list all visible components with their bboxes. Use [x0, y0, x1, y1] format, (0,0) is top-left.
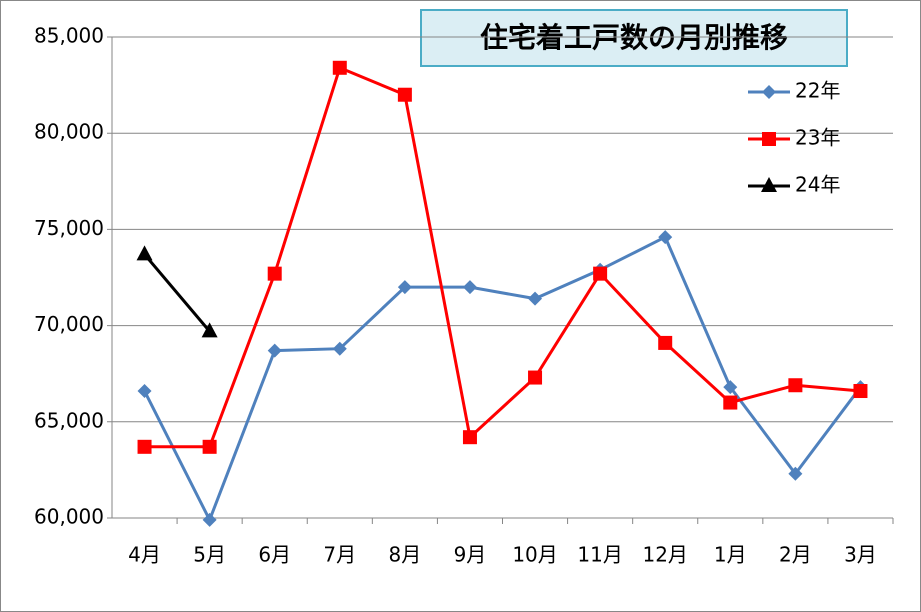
y-tick-label: 70,000 [34, 312, 104, 336]
marker [528, 291, 543, 306]
x-tick-label: 9月 [454, 543, 487, 567]
marker [853, 384, 868, 399]
x-tick-label: 12月 [642, 543, 687, 567]
legend-label: 23年 [795, 126, 840, 150]
x-tick-label: 11月 [577, 543, 622, 567]
marker [267, 343, 282, 358]
marker [723, 395, 738, 410]
x-tick-label: 10月 [512, 543, 557, 567]
x-tick-label: 1月 [714, 543, 747, 567]
marker [201, 322, 218, 338]
marker [762, 132, 776, 146]
marker [528, 370, 543, 385]
x-tick-label: 6月 [258, 543, 291, 567]
marker [761, 177, 777, 192]
marker [332, 60, 347, 75]
marker [462, 280, 477, 295]
y-tick-label: 65,000 [34, 408, 104, 432]
marker [202, 512, 217, 527]
marker [762, 85, 776, 99]
marker [202, 439, 217, 454]
legend-label: 24年 [795, 173, 840, 197]
x-tick-label: 3月 [844, 543, 877, 567]
series-line [143, 235, 862, 524]
marker [267, 266, 282, 281]
x-tick-label: 4月 [128, 543, 161, 567]
marker [658, 335, 673, 350]
x-tick-label: 5月 [193, 543, 226, 567]
y-tick-label: 85,000 [34, 24, 104, 48]
marker [788, 466, 803, 481]
marker [658, 230, 673, 245]
title-box [420, 9, 848, 67]
x-tick-label: 8月 [389, 543, 422, 567]
marker [723, 380, 738, 395]
y-tick-label: 75,000 [34, 216, 104, 240]
series-line [143, 253, 211, 333]
marker [462, 430, 477, 445]
x-tick-label: 7月 [323, 543, 356, 567]
marker [136, 245, 153, 261]
legend-label: 22年 [795, 79, 840, 103]
y-tick-label: 80,000 [34, 120, 104, 144]
series-line [144, 65, 861, 449]
marker [397, 280, 412, 295]
marker [593, 266, 608, 281]
marker [137, 384, 152, 399]
y-tick-label: 60,000 [34, 505, 104, 529]
x-tick-label: 2月 [779, 543, 812, 567]
marker [332, 341, 347, 356]
marker [788, 378, 803, 393]
marker [137, 439, 152, 454]
marker [397, 87, 412, 102]
